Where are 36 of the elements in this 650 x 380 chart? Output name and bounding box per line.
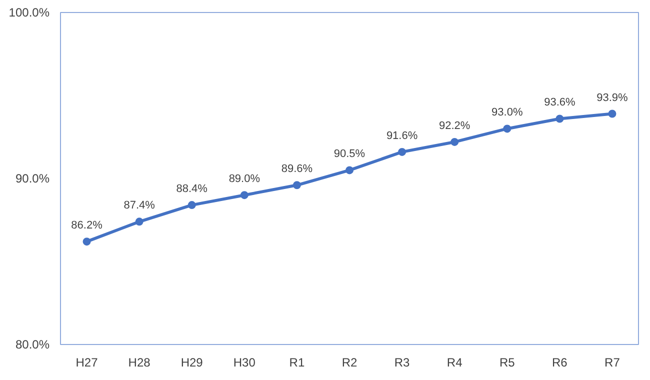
data-label: 90.5% (334, 148, 366, 160)
y-tick-label: 80.0% (15, 338, 50, 352)
y-tick-label: 90.0% (15, 172, 50, 186)
point (292, 181, 301, 190)
x-tick-label: H30 (233, 356, 256, 370)
x-tick-label: R7 (604, 356, 620, 370)
point (608, 110, 616, 118)
point (82, 238, 91, 246)
point (188, 201, 196, 210)
x-tick-label: R1 (289, 356, 305, 370)
data-label: 93.6% (544, 96, 576, 109)
data-label: 93.9% (596, 92, 628, 104)
data-label: 89.0% (228, 173, 260, 186)
point (135, 218, 144, 226)
point (503, 124, 512, 133)
data-label: 89.6% (281, 163, 313, 176)
x-tick-label: R4 (446, 356, 463, 370)
data-label: 87.4% (124, 200, 156, 212)
data-label: 86.2% (71, 220, 103, 232)
point (240, 191, 248, 200)
x-tick-label: R5 (499, 356, 516, 370)
point (398, 148, 406, 156)
x-tick-label: R2 (342, 356, 358, 370)
point (346, 166, 354, 174)
data-label: 92.2% (438, 120, 470, 132)
data-label: 93.0% (492, 106, 523, 119)
x-tick-label: H28 (128, 356, 151, 370)
data-label: 88.4% (176, 183, 208, 196)
y-tick-label: 100.0% (8, 6, 50, 20)
x-tick-label: R3 (394, 356, 410, 370)
x-tick-label: H27 (76, 356, 98, 370)
x-tick-label: R6 (552, 356, 568, 370)
point (450, 138, 459, 146)
x-tick-label: H29 (180, 356, 204, 370)
point (556, 114, 564, 123)
data-label: 91.6% (386, 130, 418, 142)
